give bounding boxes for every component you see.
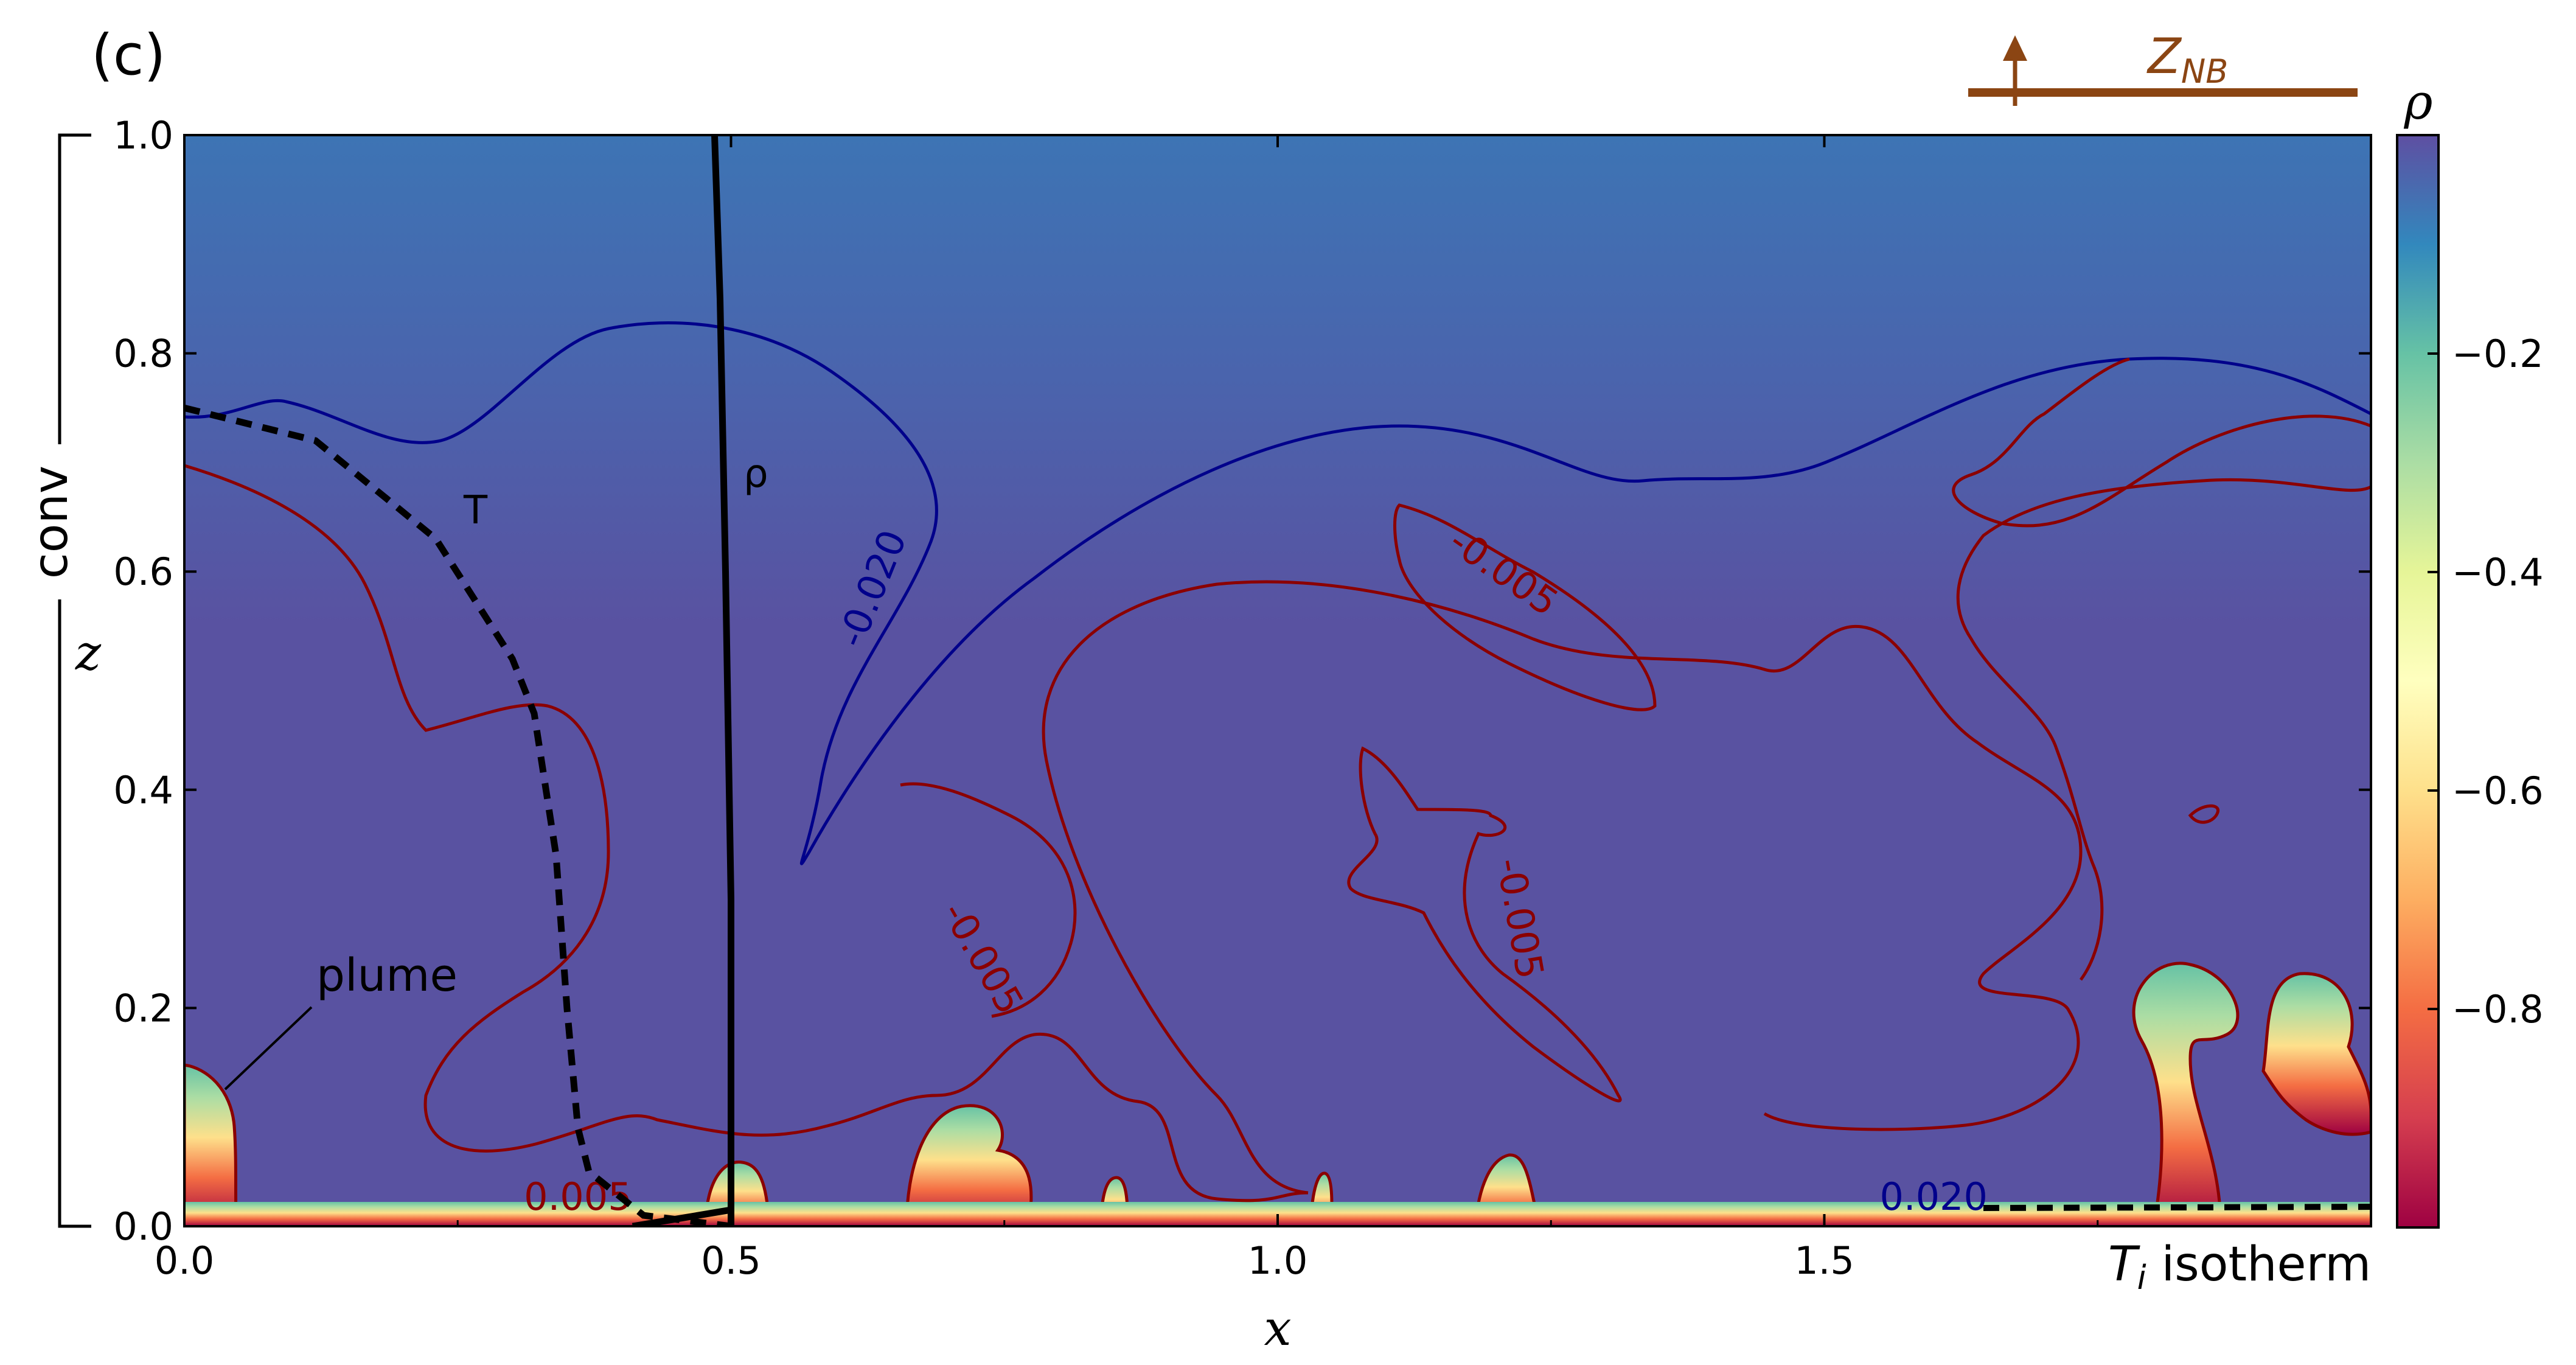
y-tick-label: 1.0 (113, 113, 173, 158)
profile-rho-foot (632, 1206, 732, 1226)
contour-red-005-upper (1393, 503, 1657, 711)
contours (184, 321, 2371, 1203)
y-axis-label: z (75, 624, 102, 681)
znb-arrow-icon (2003, 35, 2027, 61)
ti-symbol: T (2108, 1237, 2140, 1292)
plumes (184, 962, 2371, 1226)
panel-label: (c) (91, 23, 165, 88)
colorbar-tick-label: −0.4 (2452, 550, 2544, 595)
colorbar-fill (2396, 134, 2440, 1229)
x-axis-label: x (1264, 1300, 1291, 1356)
plume-label: plume (316, 949, 458, 1002)
conv-label: conv (24, 466, 78, 579)
plume-right-b (2261, 972, 2371, 1136)
contour-label: 0.020 (1879, 1175, 1988, 1219)
ti-isotherm-line (1983, 1204, 2371, 1211)
x-tick-label: 1.5 (1794, 1238, 1854, 1283)
contour-red-arch (1042, 580, 2083, 1195)
plume-0.7 (905, 1104, 1033, 1226)
x-tick-label: 0.5 (701, 1238, 761, 1283)
conv-bracket: conv (24, 133, 91, 1228)
x-tick-label: 1.0 (1248, 1238, 1308, 1283)
profile-T (184, 404, 732, 1226)
x-axis-ticks: 0.0 0.5 1.0 1.5 (155, 135, 2099, 1283)
contour-label: 0.005 (524, 1175, 632, 1219)
contour-red-right-outer (1956, 478, 2371, 981)
y-tick-label: 0.0 (113, 1204, 173, 1249)
znb-indicator: ZNB (1968, 28, 2358, 106)
ti-subscript: i (2137, 1259, 2146, 1297)
contour-red-left (184, 464, 1309, 1203)
plume-leader (224, 1006, 313, 1091)
znb-subscript: NB (2181, 52, 2228, 91)
y-tick-label: 0.2 (113, 986, 173, 1030)
y-tick-label: 0.4 (113, 768, 173, 812)
y-tick-label: 0.8 (113, 332, 173, 376)
ti-suffix: isotherm (2146, 1237, 2372, 1292)
colorbar-tick-label: −0.8 (2452, 987, 2544, 1032)
contour-blue-upper (184, 321, 2371, 865)
colorbar-ticks: −0.8 −0.6 −0.4 −0.2 (2428, 332, 2544, 1032)
znb-symbol: Z (2146, 28, 2182, 85)
contour-red-ring (1952, 357, 2371, 528)
profiles (184, 135, 734, 1226)
plume-right-a (2132, 962, 2240, 1226)
x-tick-label: 0.0 (155, 1238, 215, 1283)
znb-label: ZNB (2146, 28, 2228, 91)
colorbar-tick-label: −0.6 (2452, 769, 2544, 813)
T-profile-label: T (463, 488, 488, 533)
contour-red-tiny (2188, 804, 2219, 824)
contour-red-005-lower-mid (1347, 746, 1622, 1103)
ti-isotherm-label: Ti isotherm (2108, 1237, 2371, 1297)
rho-profile-label: ρ (743, 452, 768, 497)
profile-rho (711, 135, 734, 1226)
colorbar: ρ −0.8 −0.6 −0.4 −0.2 (2396, 74, 2544, 1229)
contour-red-005-lower-left (900, 782, 1077, 1018)
colorbar-label: ρ (2403, 74, 2432, 130)
colorbar-tick-label: −0.2 (2452, 332, 2544, 376)
y-tick-label: 0.6 (113, 550, 173, 594)
y-axis-ticks: 0.0 0.2 0.4 0.6 0.8 1.0 (113, 113, 2371, 1249)
density-field (184, 135, 2371, 1226)
